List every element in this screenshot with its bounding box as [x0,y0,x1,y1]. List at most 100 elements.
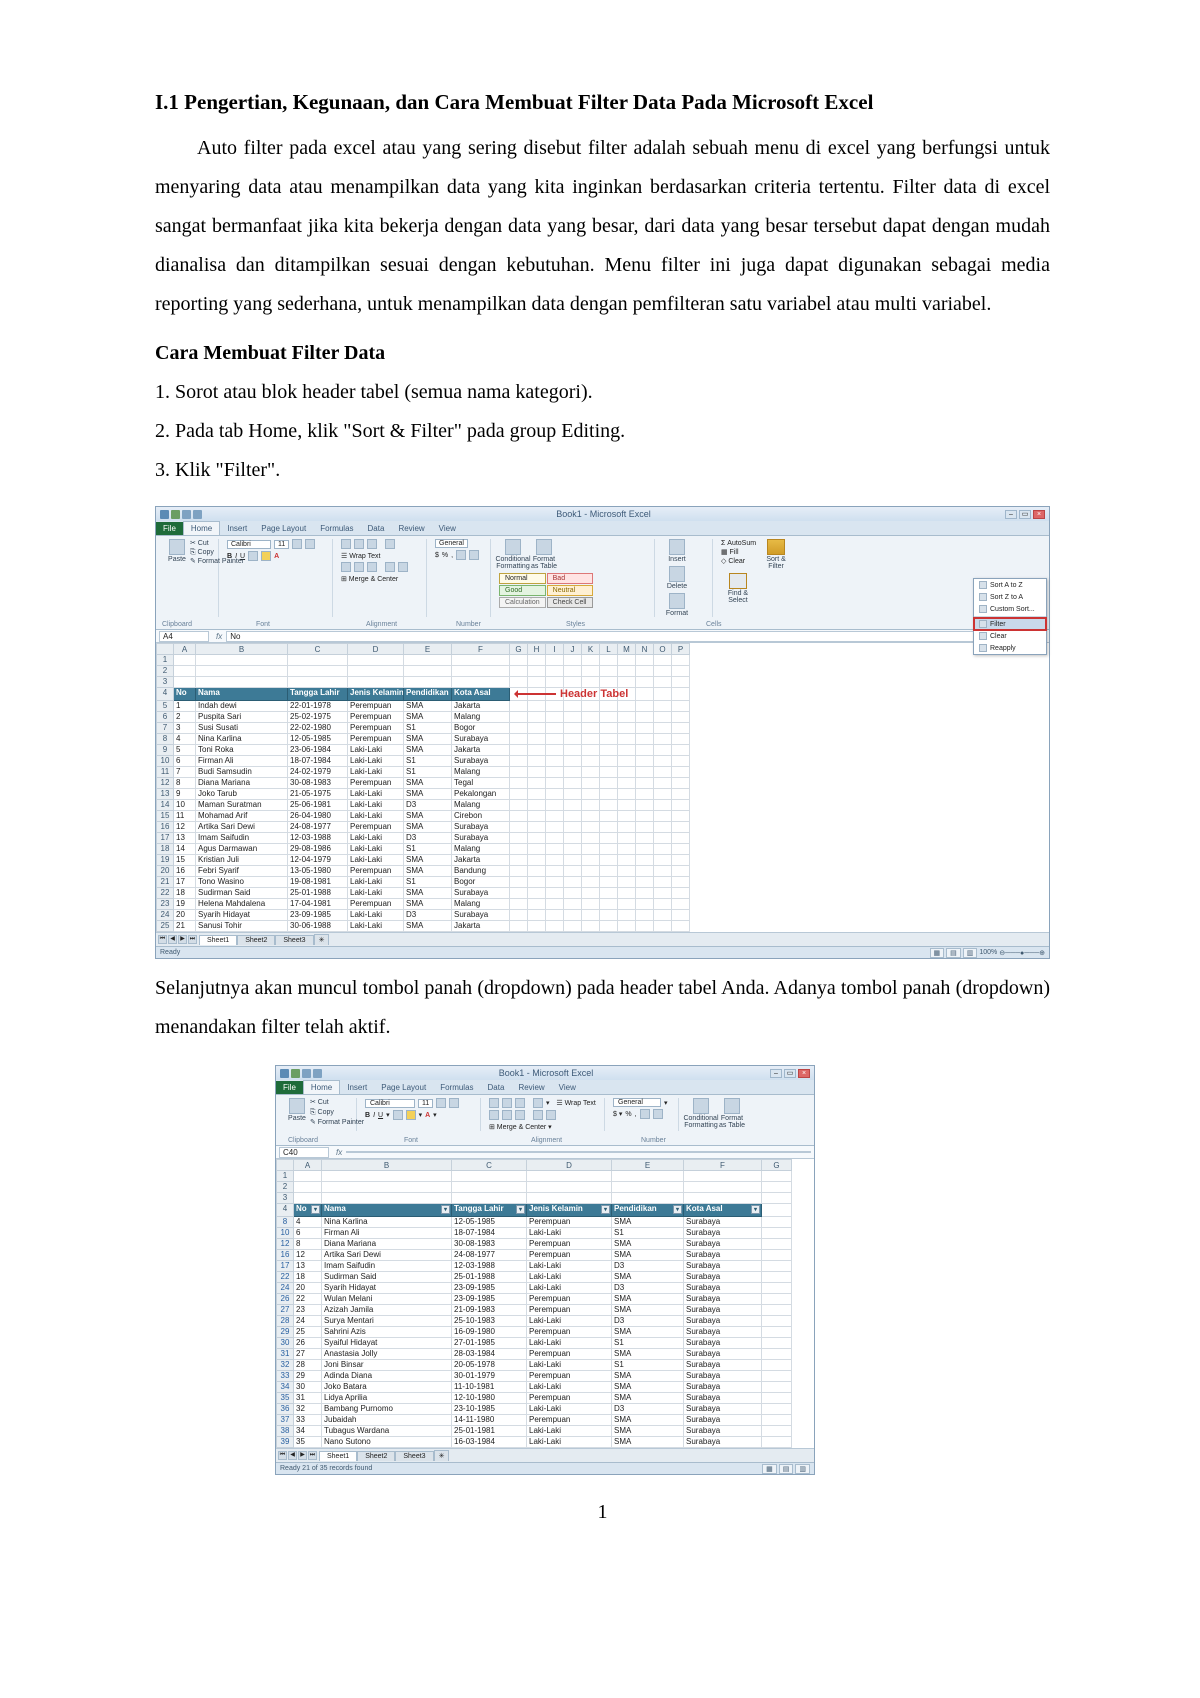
ribbon-tab-page-layout[interactable]: Page Layout [374,1081,433,1094]
table-cell[interactable]: Laki-Laki [527,1382,612,1393]
table-cell[interactable]: 35 [294,1437,322,1448]
table-cell[interactable]: 6 [174,756,196,767]
table-header-cell[interactable]: Tangga Lahir [288,688,348,701]
table-cell[interactable]: Surabaya [684,1316,762,1327]
table-cell[interactable]: Imam Saifudin [196,833,288,844]
table-cell[interactable]: D3 [612,1404,684,1415]
table-cell[interactable]: 30-08-1983 [288,778,348,789]
sheet-tab-sheet1[interactable]: Sheet1 [319,1451,357,1461]
table-cell[interactable]: 2 [174,712,196,723]
sheet-nav-prev[interactable]: ◀ [168,935,177,944]
table-cell[interactable]: Surabaya [684,1283,762,1294]
sheet-tab-sheet2[interactable]: Sheet2 [237,935,275,945]
style-good[interactable]: Good [499,585,546,596]
sheet-tab-sheet2[interactable]: Sheet2 [357,1451,395,1461]
zoom-level[interactable]: 100% [979,949,997,956]
table-cell[interactable]: D3 [404,833,452,844]
conditional-formatting-button[interactable]: Conditional Formatting [499,539,527,570]
fill-color-icon[interactable] [261,551,271,561]
table-cell[interactable]: Indah dewi [196,701,288,712]
table-cell[interactable]: 27-01-1985 [452,1338,527,1349]
table-cell[interactable]: Surabaya [452,734,510,745]
table-cell[interactable]: Puspita Sari [196,712,288,723]
align-right-icon[interactable] [367,562,377,572]
filter-dropdown-icon[interactable]: ▾ [751,1205,760,1214]
table-cell[interactable]: Joko Batara [322,1382,452,1393]
border-icon[interactable] [393,1110,403,1120]
table-cell[interactable]: Laki-Laki [348,833,404,844]
table-cell[interactable]: Laki-Laki [348,789,404,800]
dropdown-item-sort-a-to-z[interactable]: Sort A to Z [974,579,1046,591]
style-bad[interactable]: Bad [547,573,593,584]
table-cell[interactable]: Laki-Laki [348,888,404,899]
minimize-button[interactable]: – [770,1069,782,1078]
column-header[interactable]: D [527,1159,612,1171]
align-bot-icon[interactable] [367,539,377,549]
table-cell[interactable]: Helena Mahdalena [196,899,288,910]
comma-icon[interactable]: , [451,552,453,559]
underline-button[interactable]: U [378,1112,383,1119]
indent-dec-icon[interactable] [385,562,395,572]
percent-icon[interactable]: % [442,552,448,559]
table-cell[interactable]: Laki-Laki [527,1360,612,1371]
filter-dropdown-icon[interactable]: ▾ [311,1205,320,1214]
file-tab[interactable]: File [156,522,183,535]
ribbon-tab-insert[interactable]: Insert [220,522,254,535]
table-cell[interactable]: Laki-Laki [348,811,404,822]
table-cell[interactable]: 29 [294,1371,322,1382]
table-cell[interactable]: 23 [294,1305,322,1316]
table-cell[interactable]: 28-03-1984 [452,1349,527,1360]
sheet-nav-first[interactable]: ⏮ [158,935,167,944]
table-header-cell[interactable]: Jenis Kelamin▾ [527,1204,612,1217]
ribbon-tab-data[interactable]: Data [361,522,392,535]
table-cell[interactable]: Pekalongan [452,789,510,800]
column-header[interactable]: B [322,1159,452,1171]
table-cell[interactable]: Laki-Laki [348,800,404,811]
table-cell[interactable]: Bandung [452,866,510,877]
clear-button[interactable]: ◇ Clear [721,557,756,566]
filter-dropdown-icon[interactable]: ▾ [601,1205,610,1214]
close-button[interactable]: × [1033,510,1045,519]
ribbon-tab-home[interactable]: Home [303,1080,340,1094]
table-cell[interactable]: Surabaya [684,1261,762,1272]
ribbon-tab-insert[interactable]: Insert [340,1081,374,1094]
table-cell[interactable]: 32 [294,1404,322,1415]
align-mid-icon[interactable] [354,539,364,549]
style-neutral[interactable]: Neutral [547,585,593,596]
table-cell[interactable]: 25-01-1981 [452,1426,527,1437]
table-cell[interactable]: Imam Saifudin [322,1261,452,1272]
align-left-icon[interactable] [341,562,351,572]
table-cell[interactable]: 12-03-1988 [288,833,348,844]
table-cell[interactable]: 11 [174,811,196,822]
filter-dropdown-icon[interactable]: ▾ [673,1205,682,1214]
table-cell[interactable]: D3 [404,800,452,811]
table-cell[interactable]: 18 [174,888,196,899]
table-cell[interactable]: 17 [174,877,196,888]
conditional-formatting-button[interactable]: Conditional Formatting [687,1098,715,1129]
table-cell[interactable]: SMA [612,1239,684,1250]
table-cell[interactable]: Bogor [452,723,510,734]
table-cell[interactable]: SMA [612,1415,684,1426]
table-cell[interactable]: 24-08-1977 [452,1250,527,1261]
percent-icon[interactable]: % [625,1111,631,1118]
table-cell[interactable]: 12-05-1985 [452,1217,527,1228]
table-cell[interactable]: Mohamad Arif [196,811,288,822]
view-normal-icon[interactable]: ▦ [930,948,945,958]
dec-dec-icon[interactable] [653,1109,663,1119]
table-cell[interactable]: Laki-Laki [527,1272,612,1283]
table-cell[interactable]: Laki-Laki [348,745,404,756]
table-cell[interactable]: Perempuan [527,1239,612,1250]
table-cell[interactable]: SMA [612,1437,684,1448]
table-cell[interactable]: 18-07-1984 [452,1228,527,1239]
table-cell[interactable]: Perempuan [527,1415,612,1426]
table-cell[interactable]: Laki-Laki [348,910,404,921]
minimize-button[interactable]: – [1005,510,1017,519]
table-cell[interactable]: 9 [174,789,196,800]
autosum-button[interactable]: Σ AutoSum [721,539,756,548]
table-cell[interactable]: Surabaya [684,1228,762,1239]
sheet-nav-next[interactable]: ▶ [298,1451,307,1460]
filter-dropdown-icon[interactable]: ▾ [441,1205,450,1214]
table-cell[interactable]: Perempuan [527,1371,612,1382]
table-cell[interactable]: Jakarta [452,921,510,932]
table-header-cell[interactable]: Jenis Kelamin [348,688,404,701]
